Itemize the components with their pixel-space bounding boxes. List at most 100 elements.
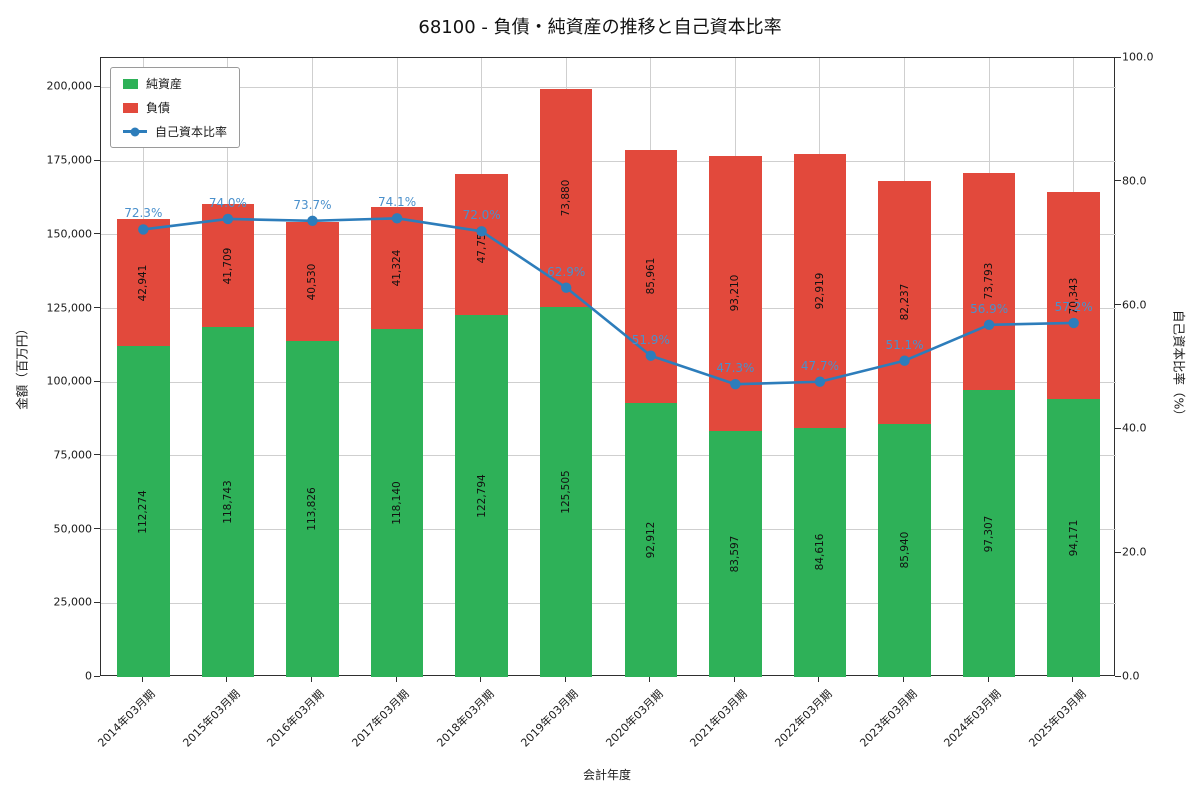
gridline-horizontal <box>101 308 1116 310</box>
x-tick-mark <box>480 676 482 682</box>
debt-bar <box>286 222 339 342</box>
y-right-tick-mark <box>1115 675 1121 677</box>
x-tick-mark <box>903 676 905 682</box>
equity-ratio-value-label: 72.3% <box>124 206 163 221</box>
gridline-horizontal <box>101 381 1116 383</box>
equity-swatch <box>123 78 138 89</box>
y-left-tick-mark <box>94 85 100 87</box>
equity-ratio-marker <box>307 215 318 226</box>
x-tick-mark <box>141 676 143 682</box>
y-left-tick-label: 50,000 <box>53 522 93 536</box>
x-tick-label: 2020年03月期 <box>603 687 666 750</box>
ratio-line-icon <box>123 130 147 133</box>
equity-ratio-value-label: 57.2% <box>1054 299 1093 314</box>
debt-bar <box>539 89 593 308</box>
y-right-tick-mark <box>1115 180 1121 182</box>
gridline-horizontal <box>101 86 1116 88</box>
equity-ratio-value-label: 47.3% <box>716 361 755 376</box>
x-tick-label: 2024年03月期 <box>941 687 1004 750</box>
equity-bar <box>878 423 931 677</box>
equity-ratio-marker <box>645 350 656 361</box>
legend: 純資産 負債 自己資本比率 <box>110 67 241 148</box>
gridline-horizontal <box>101 455 1116 457</box>
equity-ratio-line <box>138 213 1079 390</box>
y-left-tick-mark <box>94 675 100 677</box>
y-right-tick-mark <box>1115 304 1121 306</box>
gridline-horizontal <box>101 529 1116 531</box>
plot-area: 純資産 負債 自己資本比率 112,274 42,941 118,743 41,709… <box>100 57 1116 677</box>
x-tick-mark <box>226 676 228 682</box>
equity-ratio-value-label: 73.7% <box>293 197 332 212</box>
equity-bar <box>624 403 677 677</box>
debt-bar <box>455 174 508 316</box>
y-axis-label-left: 金額（百万円） <box>14 322 30 410</box>
x-tick-label: 2015年03月期 <box>180 687 243 750</box>
legend-item-equity: 純資産 <box>123 75 227 92</box>
y-left-tick-mark <box>94 159 100 161</box>
y-left-tick-mark <box>94 233 100 235</box>
legend-label-ratio: 自己資本比率 <box>155 125 228 139</box>
equity-ratio-marker <box>730 379 741 390</box>
y-left-tick-mark <box>94 380 100 382</box>
equity-ratio-value-label: 74.0% <box>208 195 247 210</box>
x-tick-label: 2025年03月期 <box>1026 687 1089 750</box>
y-left-tick-label: 175,000 <box>46 153 93 167</box>
legend-label-equity: 純資産 <box>146 77 183 91</box>
gridline-horizontal <box>101 234 1116 236</box>
equity-ratio-marker <box>814 376 826 387</box>
equity-bar <box>962 390 1016 677</box>
x-tick-label: 2021年03月期 <box>687 687 750 750</box>
legend-item-debt: 負債 <box>123 99 227 116</box>
chart-title: 68100 - 負債・純資産の推移と自己資本比率 <box>418 17 782 38</box>
equity-bar <box>201 326 255 677</box>
y-right-tick-label: 0.0 <box>1122 669 1140 683</box>
debt-bar <box>1047 192 1100 400</box>
y-left-tick-label: 150,000 <box>46 227 93 241</box>
equity-ratio-marker <box>983 319 995 330</box>
y-right-tick-mark <box>1115 427 1121 429</box>
gridline-horizontal <box>101 602 1116 604</box>
x-tick-label: 2014年03月期 <box>95 687 158 750</box>
equity-ratio-value-label: 72.0% <box>462 208 501 223</box>
y-right-tick-label: 60.0 <box>1122 298 1147 312</box>
x-tick-mark <box>564 676 566 682</box>
x-tick-mark <box>818 676 820 682</box>
debt-swatch <box>123 102 138 113</box>
x-tick-mark <box>1072 676 1074 682</box>
y-right-tick-label: 100.0 <box>1122 50 1154 64</box>
equity-bar <box>793 427 847 677</box>
equity-ratio-marker <box>561 282 572 293</box>
equity-ratio-marker <box>476 226 487 237</box>
y-left-tick-mark <box>94 454 100 456</box>
x-tick-label: 2019年03月期 <box>518 687 581 750</box>
x-tick-label: 2017年03月期 <box>349 687 412 750</box>
x-tick-label: 2022年03月期 <box>772 687 835 750</box>
y-left-tick-label: 125,000 <box>46 301 93 315</box>
y-left-tick-label: 0 <box>85 669 92 683</box>
y-left-tick-mark <box>94 528 100 530</box>
equity-bar <box>455 315 508 677</box>
x-tick-mark <box>649 676 651 682</box>
debt-bar <box>370 206 424 329</box>
equity-ratio-value-label: 51.1% <box>885 337 924 352</box>
debt-bar <box>878 181 931 424</box>
debt-bar <box>962 172 1016 391</box>
legend-item-ratio: 自己資本比率 <box>123 123 227 140</box>
equity-ratio-value-label: 47.7% <box>800 358 840 373</box>
equity-ratio-marker <box>1068 317 1079 329</box>
y-right-tick-mark <box>1115 56 1121 58</box>
y-right-tick-label: 80.0 <box>1122 174 1147 188</box>
equity-bar <box>370 328 424 677</box>
equity-ratio-value-label: 62.9% <box>547 264 586 279</box>
equity-bar <box>117 346 170 677</box>
equity-bar <box>709 430 762 677</box>
y-left-tick-mark <box>94 307 100 309</box>
legend-label-debt: 負債 <box>146 101 171 115</box>
y-left-tick-label: 25,000 <box>53 595 93 609</box>
y-left-tick-label: 75,000 <box>53 448 93 462</box>
equity-ratio-marker <box>222 213 234 225</box>
y-axis-label-right: 自己資本比率（%） <box>1171 310 1187 422</box>
x-tick-mark <box>310 676 312 682</box>
x-tick-label: 2018年03月期 <box>434 687 497 750</box>
